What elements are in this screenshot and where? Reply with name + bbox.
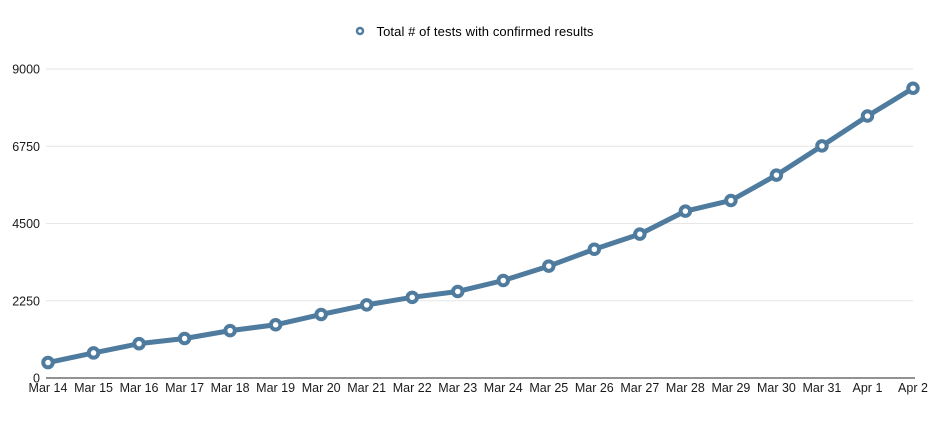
data-point-marker [542, 259, 556, 273]
data-point-marker [860, 109, 875, 123]
data-point-marker [223, 323, 237, 338]
x-tick-label: Apr 2 [898, 381, 928, 395]
x-tick-label: Mar 31 [802, 381, 841, 395]
data-point-marker [496, 273, 511, 288]
data-point-marker [268, 318, 283, 332]
y-tick-label: 6750 [12, 140, 40, 154]
x-tick-label: Mar 19 [256, 381, 295, 395]
y-tick-label: 2250 [12, 294, 40, 308]
data-point-marker [906, 81, 920, 95]
y-tick-label: 0 [33, 372, 40, 386]
x-tick-label: Mar 30 [757, 381, 796, 395]
data-point-marker [405, 290, 419, 305]
x-tick-label: Mar 18 [211, 381, 250, 395]
data-point-marker [314, 307, 328, 322]
x-tick-label: Mar 22 [393, 381, 432, 395]
data-point-marker [769, 168, 784, 182]
x-tick-label: Mar 29 [711, 381, 750, 395]
x-tick-label: Mar 23 [438, 381, 477, 395]
data-point-marker [450, 284, 465, 299]
x-tick-label: Mar 26 [575, 381, 614, 395]
data-point-marker [177, 331, 192, 346]
x-tick-label: Mar 24 [484, 381, 523, 395]
data-point-marker [815, 139, 829, 153]
series-line [45, 85, 916, 366]
x-tick-label: Mar 27 [620, 381, 659, 395]
x-tick-label: Mar 21 [347, 381, 386, 395]
data-point-marker [132, 336, 146, 351]
data-point-marker [41, 355, 55, 370]
data-point-marker [587, 242, 602, 256]
x-tick-label: Mar 17 [165, 381, 204, 395]
x-tick-label: Mar 20 [302, 381, 341, 395]
x-tick-label: Apr 1 [853, 381, 883, 395]
data-point-marker [633, 227, 647, 241]
data-point-marker [678, 204, 693, 218]
x-tick-label: Mar 25 [529, 381, 568, 395]
data-point-marker [86, 346, 101, 360]
y-tick-label: 4500 [12, 217, 40, 231]
data-point-marker [359, 298, 374, 312]
x-tick-label: Mar 28 [666, 381, 705, 395]
x-tick-label: Mar 16 [120, 381, 159, 395]
data-point-marker [724, 193, 738, 208]
x-tick-label: Mar 14 [29, 381, 68, 395]
y-tick-label: 9000 [12, 63, 40, 77]
x-tick-label: Mar 15 [74, 381, 113, 395]
